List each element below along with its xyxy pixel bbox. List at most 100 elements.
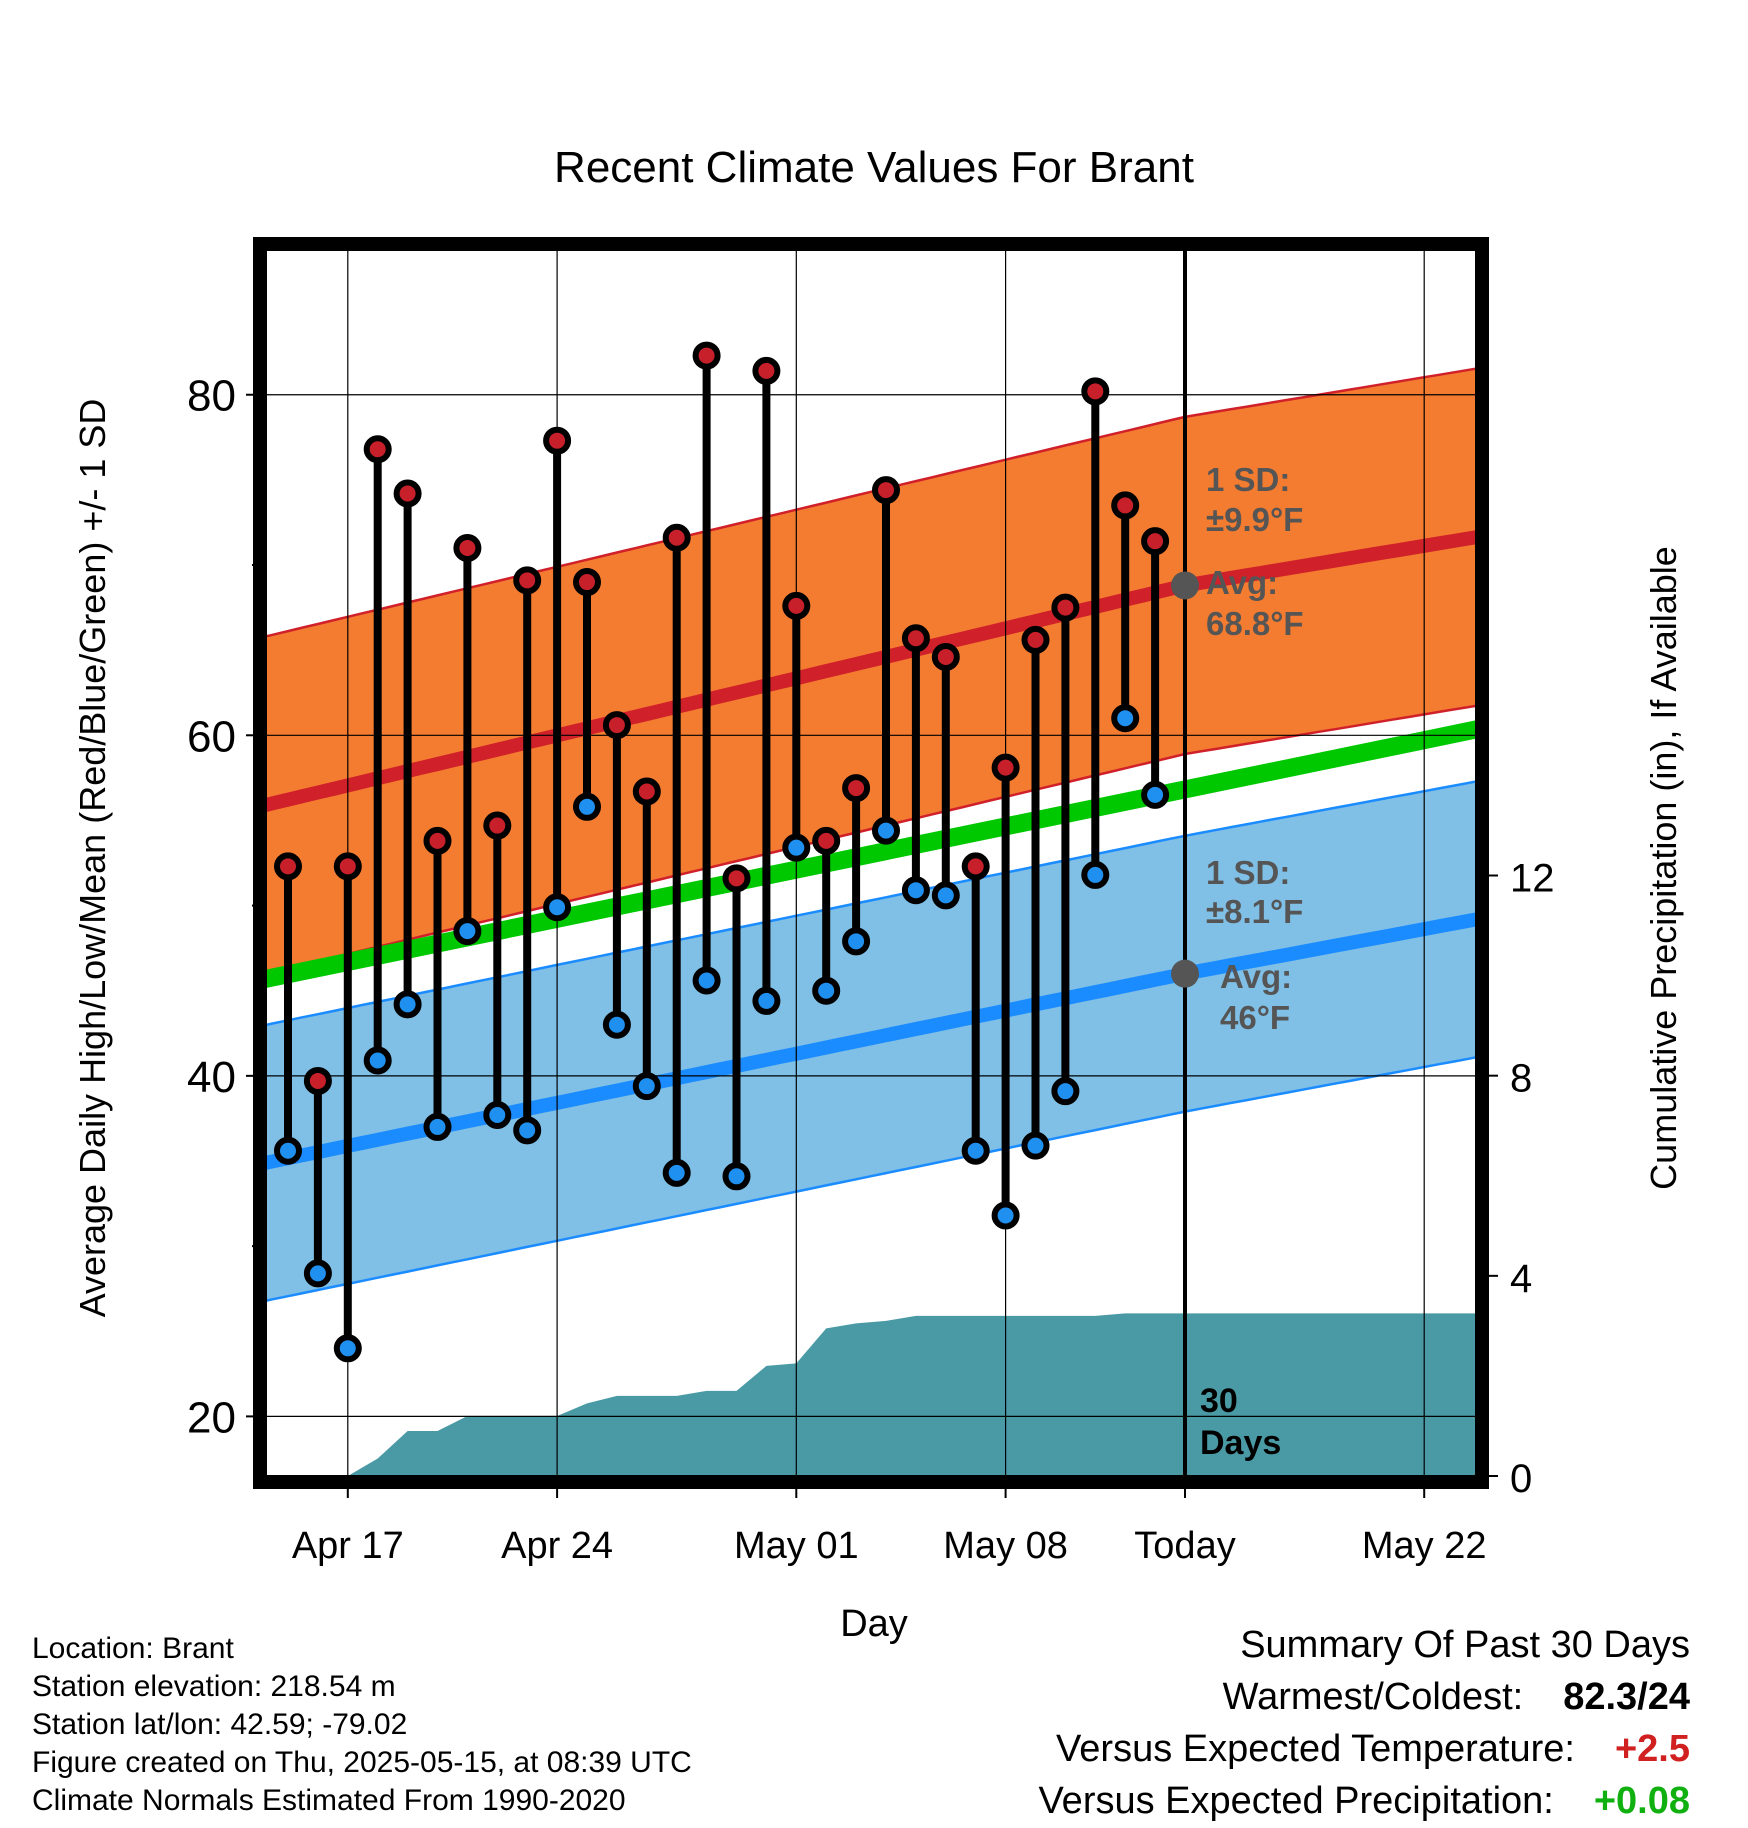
low-point (393, 990, 422, 1019)
temp-label: Versus Expected Temperature: (1056, 1728, 1575, 1770)
high-point (1141, 527, 1170, 556)
low-point (1021, 1131, 1050, 1160)
normal-low-upper-edge (266, 780, 1476, 1027)
high-point (573, 568, 601, 597)
high-point (722, 864, 751, 893)
x-tick-label: Apr 17 (292, 1525, 404, 1567)
y2-tick-label: 0 (1510, 1457, 1532, 1501)
low-point (1111, 704, 1140, 733)
normal-high-band (266, 368, 1476, 974)
low-point (303, 1259, 332, 1288)
low-point (513, 1116, 542, 1145)
precip-area (288, 1313, 1476, 1476)
low-point (453, 917, 482, 946)
low-point (1141, 780, 1170, 809)
low-point (692, 966, 721, 995)
high-point (632, 777, 661, 806)
low-sd-label: 1 SD: (1206, 854, 1290, 891)
high-point (453, 533, 482, 562)
normal-low-mean-line (266, 912, 1476, 1170)
elevation-text: Station elevation: 218.54 m (32, 1670, 396, 1703)
high-sd-label: 1 SD: (1206, 461, 1290, 498)
high-point (333, 852, 362, 881)
high-point (1111, 491, 1140, 520)
warm-cold-value: 82.3/24 (1563, 1676, 1690, 1718)
y-tick-label: 80 (187, 372, 236, 421)
y2-tick-label: 12 (1510, 857, 1555, 901)
today-low-avg-marker (1171, 959, 1199, 988)
today-days-word: Days (1200, 1424, 1281, 1462)
high-avg-value: 68.8°F (1206, 605, 1304, 642)
x-tick-label: May 08 (943, 1525, 1068, 1567)
low-point (602, 1010, 631, 1039)
high-point (1051, 593, 1080, 622)
low-point (812, 976, 841, 1005)
y-tick-label: 60 (187, 712, 236, 761)
high-point (303, 1066, 332, 1095)
x-tick-label: May 01 (734, 1525, 859, 1567)
high-avg-label: Avg: (1206, 564, 1278, 601)
low-point (931, 881, 960, 910)
high-point (274, 852, 302, 881)
low-point (722, 1162, 751, 1191)
low-avg-value: 46°F (1220, 999, 1290, 1036)
plot-frame (253, 237, 1489, 1489)
station-info: Location: Brant Station elevation: 218.5… (32, 1630, 692, 1820)
high-point (423, 826, 452, 855)
low-point (1081, 860, 1110, 889)
normals-text: Climate Normals Estimated From 1990-2020 (32, 1784, 626, 1817)
y-tick-label: 20 (187, 1393, 236, 1442)
summary-precip: Versus Expected Precipitation: +0.08 (1038, 1780, 1690, 1823)
low-point (543, 893, 572, 922)
low-point (632, 1072, 661, 1101)
high-sd-value: ±9.9°F (1206, 501, 1303, 538)
low-point (1051, 1077, 1080, 1106)
low-point (991, 1201, 1020, 1230)
high-point (393, 479, 422, 508)
high-point (363, 435, 392, 464)
low-point (333, 1334, 362, 1363)
x-tick-label: Apr 24 (501, 1525, 613, 1567)
high-point (842, 774, 871, 803)
low-avg-label: Avg: (1220, 958, 1292, 995)
summary-title: Summary Of Past 30 Days (1240, 1624, 1690, 1666)
low-point (842, 927, 871, 956)
x-tick-label: Today (1134, 1525, 1235, 1567)
high-point (483, 811, 512, 840)
precip-label: Versus Expected Precipitation: (1038, 1780, 1554, 1822)
y-tick-label: 40 (187, 1053, 236, 1102)
x-tick-label: May 22 (1362, 1525, 1487, 1567)
high-point (602, 711, 631, 740)
high-point (752, 356, 781, 385)
summary-warm-cold: Warmest/Coldest: 82.3/24 (1223, 1676, 1690, 1719)
temp-value: +2.5 (1614, 1728, 1690, 1770)
high-point (931, 642, 960, 671)
warm-cold-label: Warmest/Coldest: (1222, 1676, 1524, 1718)
high-point (1081, 377, 1110, 406)
low-point (752, 986, 781, 1015)
x-axis-label: Day (840, 1603, 908, 1645)
high-point (1021, 625, 1050, 654)
low-point (901, 876, 930, 905)
low-point (274, 1136, 302, 1165)
y-axis-label: Average Daily High/Low/Mean (Red/Blue/Gr… (72, 399, 113, 1318)
today-days-number: 30 (1200, 1382, 1238, 1420)
high-point (901, 624, 930, 653)
high-point (961, 852, 990, 881)
today-high-avg-marker (1171, 571, 1199, 600)
high-point (872, 476, 900, 505)
normal-low-lower-edge (266, 1056, 1476, 1302)
low-point (423, 1112, 452, 1141)
high-point (543, 426, 572, 455)
y2-axis-label: Cumulative Precipitation (in), If Availa… (1643, 546, 1684, 1190)
created-text: Figure created on Thu, 2025-05-15, at 08… (32, 1746, 692, 1779)
high-point (991, 753, 1020, 782)
summary-temp: Versus Expected Temperature: +2.5 (1056, 1728, 1690, 1771)
low-point (782, 833, 811, 862)
low-sd-value: ±8.1°F (1206, 893, 1303, 930)
low-point (961, 1136, 990, 1165)
latlon-text: Station lat/lon: 42.59; -79.02 (32, 1708, 408, 1741)
low-point (573, 792, 601, 821)
